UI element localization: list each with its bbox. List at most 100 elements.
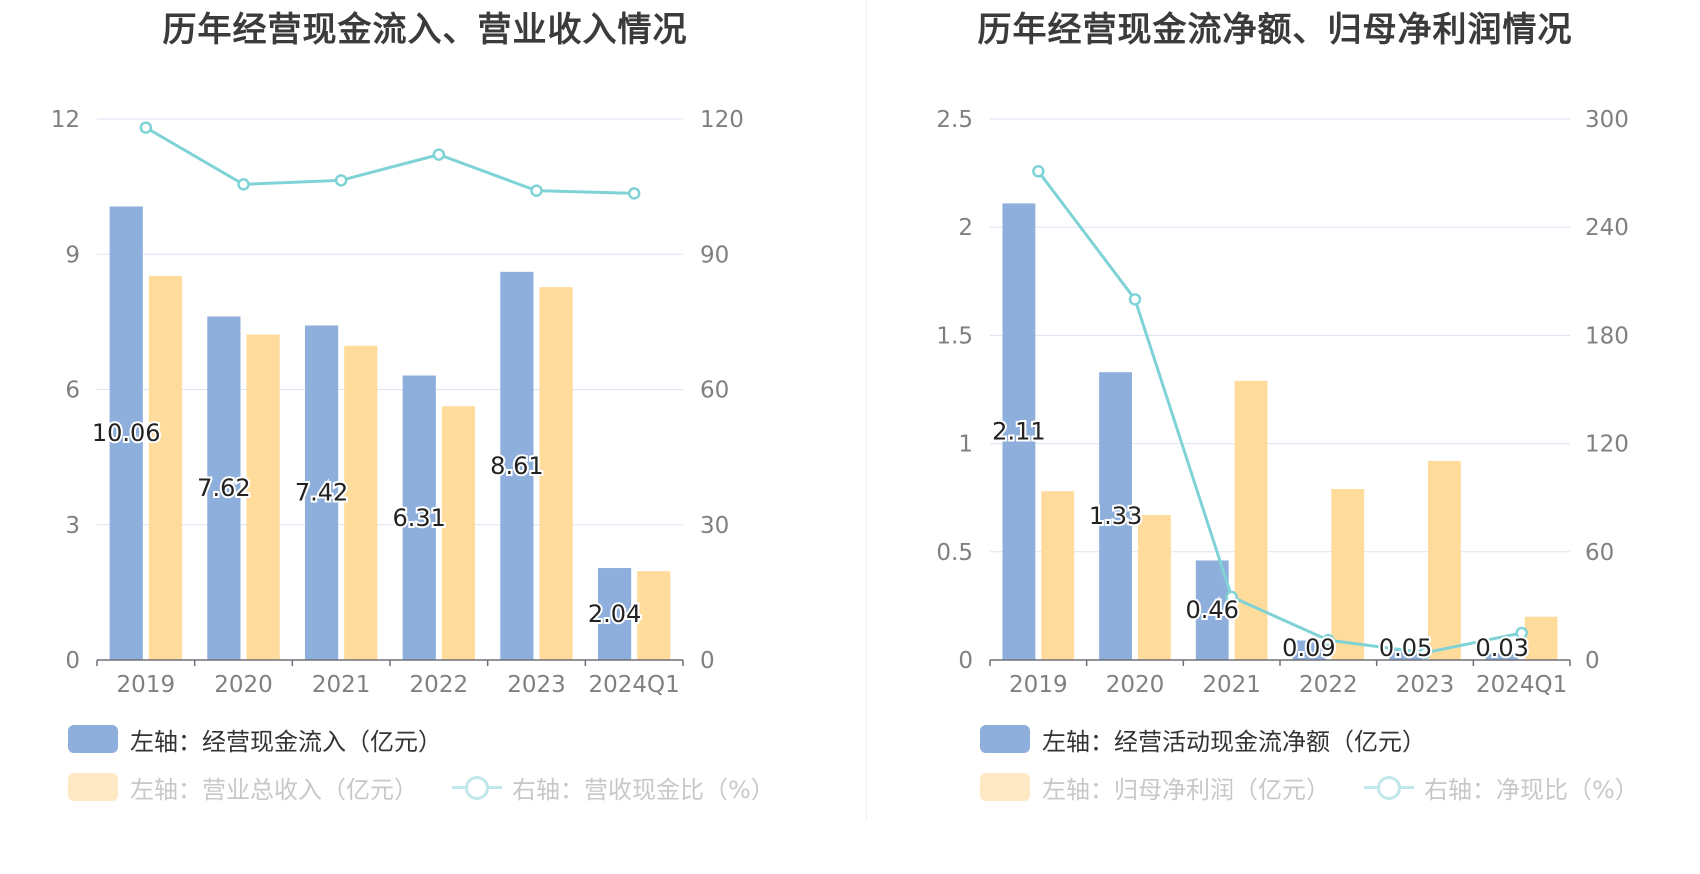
bar-data-label: 2.04 bbox=[588, 600, 641, 628]
bar-primary bbox=[304, 325, 339, 660]
bar-secondary bbox=[148, 275, 183, 660]
bar-data-label: 1.33 bbox=[1089, 502, 1142, 530]
bar-secondary bbox=[1524, 616, 1558, 660]
line-point bbox=[627, 187, 641, 200]
bar-data-label: 7.42 bbox=[295, 479, 348, 507]
left-axis-tick-label: 1.5 bbox=[936, 323, 973, 349]
bar-data-label: 8.61 bbox=[490, 452, 543, 480]
bar-data-label: 2.11 bbox=[992, 418, 1045, 446]
left-axis-tick-label: 3 bbox=[65, 513, 80, 539]
legend-item[interactable]: 左轴：营业总收入（亿元） bbox=[68, 770, 418, 805]
left-axis-tick-label: 12 bbox=[51, 107, 80, 133]
right-axis-tick-label: 60 bbox=[1585, 540, 1614, 566]
legend-label: 左轴：归母净利润（亿元） bbox=[1042, 775, 1330, 804]
bar-data-label: 10.06 bbox=[92, 419, 161, 447]
x-axis-tick-label: 2021 bbox=[1202, 672, 1261, 698]
right-axis-tick-label: 120 bbox=[1585, 432, 1629, 458]
x-axis-tick-label: 2024Q1 bbox=[1476, 672, 1567, 698]
legend-item[interactable]: 左轴：归母净利润（亿元） bbox=[980, 770, 1330, 805]
right-axis-tick-label: 0 bbox=[700, 648, 715, 674]
line-point bbox=[334, 174, 348, 187]
bar-primary bbox=[597, 568, 632, 660]
legend: 左轴：经营现金流入（亿元） bbox=[68, 722, 476, 757]
legend-label: 左轴：经营活动现金流净额（亿元） bbox=[1042, 727, 1426, 756]
bar-secondary bbox=[1428, 460, 1461, 660]
legend-swatch bbox=[68, 725, 118, 753]
legend-line-swatch bbox=[1364, 773, 1414, 801]
bar-primary bbox=[1292, 640, 1326, 660]
legend-item[interactable]: 右轴：净现比（%） bbox=[1364, 770, 1639, 805]
right-axis-tick-label: 180 bbox=[1585, 323, 1629, 349]
bar-primary bbox=[1195, 560, 1229, 660]
left-chart-panel: 历年经营现金流入、营业收入情况 0 3 6 9 12 0 30 60 90 120 2019 2020… bbox=[51, 10, 809, 805]
legend-label: 左轴：营业总收入（亿元） bbox=[130, 775, 418, 804]
legend-label: 右轴：净现比（%） bbox=[1424, 775, 1639, 804]
bar-primary bbox=[1389, 649, 1422, 660]
bar-data-label: 7.62 bbox=[197, 474, 250, 502]
bar-primary bbox=[1485, 653, 1519, 660]
bar-primary bbox=[109, 206, 143, 660]
left-axis-tick-label: 2.5 bbox=[936, 107, 973, 133]
left-axis-tick-label: 9 bbox=[65, 242, 80, 268]
legend: 左轴：归母净利润（亿元） 右轴：净现比（%） bbox=[980, 770, 1673, 805]
line-point bbox=[1032, 165, 1045, 178]
legend-line-swatch bbox=[452, 773, 502, 801]
legend-swatch bbox=[980, 773, 1030, 801]
legend: 左轴：经营活动现金流净额（亿元） bbox=[980, 722, 1460, 757]
line-point bbox=[1322, 633, 1335, 647]
bar-secondary bbox=[344, 345, 378, 660]
right-axis-tick-label: 60 bbox=[700, 378, 729, 404]
bar-primary bbox=[500, 271, 534, 660]
bar-secondary bbox=[637, 571, 671, 660]
line-point bbox=[1418, 646, 1432, 660]
legend-item[interactable]: 左轴：经营活动现金流净额（亿元） bbox=[980, 722, 1426, 757]
left-axis-tick-label: 2 bbox=[958, 215, 973, 241]
bar-data-label: 0.09 bbox=[1282, 634, 1335, 662]
x-axis-tick-label: 2024Q1 bbox=[589, 672, 680, 698]
legend-swatch bbox=[980, 725, 1030, 753]
left-axis-tick-label: 0 bbox=[958, 648, 973, 674]
panel-divider bbox=[866, 0, 867, 820]
x-axis-tick-label: 2021 bbox=[312, 672, 371, 698]
x-axis-tick-label: 2023 bbox=[507, 672, 566, 698]
legend-item[interactable]: 右轴：营收现金比（%） bbox=[452, 770, 775, 805]
bar-secondary bbox=[441, 406, 476, 660]
right-axis-tick-label: 240 bbox=[1585, 215, 1629, 241]
left-axis-tick-label: 6 bbox=[65, 378, 80, 404]
legend-swatch bbox=[68, 773, 118, 801]
line-point bbox=[1128, 293, 1142, 306]
legend: 左轴：营业总收入（亿元） 右轴：营收现金比（%） bbox=[68, 770, 809, 805]
chart-title: 历年经营现金流净额、归母净利润情况 bbox=[977, 10, 1573, 50]
line-point bbox=[530, 184, 543, 197]
line-series bbox=[1037, 170, 1522, 655]
right-chart-panel: 历年经营现金流净额、归母净利润情况 0 0.5 1 1.5 2 2.5 0 60 120 180 2… bbox=[850, 0, 1700, 874]
line-point bbox=[432, 148, 446, 161]
right-axis-tick-label: 300 bbox=[1585, 107, 1629, 133]
bar-secondary bbox=[246, 334, 280, 660]
bar-data-label: 0.03 bbox=[1476, 634, 1529, 662]
bar-primary bbox=[207, 316, 241, 660]
left-axis-tick-label: 1 bbox=[958, 432, 973, 458]
line-series bbox=[145, 126, 635, 195]
chart-title: 历年经营现金流入、营业收入情况 bbox=[162, 10, 688, 50]
bar-secondary bbox=[1331, 489, 1365, 660]
x-axis-tick-label: 2022 bbox=[410, 672, 469, 698]
x-axis-tick-label: 2019 bbox=[1009, 672, 1068, 698]
right-axis-tick-label: 120 bbox=[700, 107, 744, 133]
left-axis-tick-label: 0 bbox=[65, 648, 80, 674]
x-axis-tick-label: 2020 bbox=[214, 672, 273, 698]
right-axis-tick-label: 90 bbox=[700, 242, 729, 268]
bar-primary bbox=[1002, 203, 1036, 660]
legend-label: 左轴：经营现金流入（亿元） bbox=[130, 727, 442, 756]
x-axis-tick-label: 2019 bbox=[117, 672, 176, 698]
right-axis-tick-label: 30 bbox=[700, 513, 729, 539]
line-point bbox=[139, 121, 153, 134]
right-axis-tick-label: 0 bbox=[1585, 648, 1600, 674]
left-axis-tick-label: 0.5 bbox=[936, 540, 973, 566]
legend-item[interactable]: 左轴：经营现金流入（亿元） bbox=[68, 722, 442, 757]
line-point bbox=[237, 178, 250, 191]
chart-plot: 0 0.5 1 1.5 2 2.5 0 60 120 180 240 300 2019 2020 2021 2… bbox=[936, 107, 1629, 698]
legend-label: 右轴：营收现金比（%） bbox=[512, 775, 775, 804]
line-point bbox=[1225, 590, 1238, 604]
